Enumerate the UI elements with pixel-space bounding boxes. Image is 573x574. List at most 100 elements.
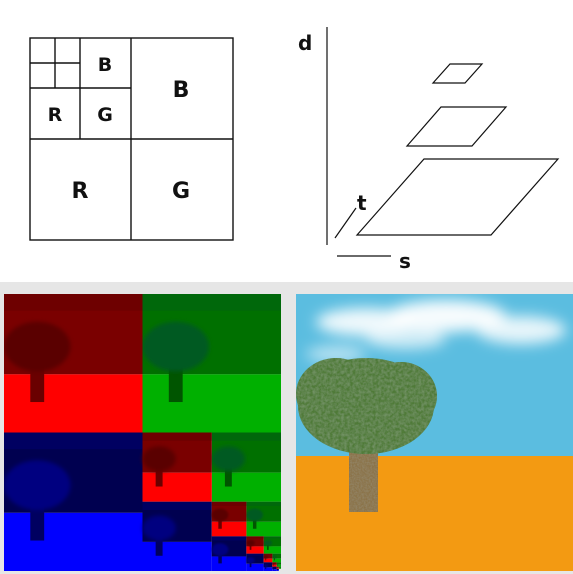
mip-level-5-green xyxy=(276,562,281,567)
mip-level-5-blue-ground xyxy=(272,569,277,571)
mip-level-3-blue-cloud-band xyxy=(246,553,264,556)
mip-level-0-blue-tree xyxy=(4,460,71,511)
ground xyxy=(296,456,573,571)
mip-level-0-red-cloud-band xyxy=(4,294,143,311)
mip-level-4-red-ground xyxy=(263,558,273,563)
mip-level-3-green-ground xyxy=(263,546,281,554)
mip-level-3-green-cloud-band xyxy=(263,536,281,539)
mip-level-4-green-sky xyxy=(272,553,281,559)
mip-level-0-green-cloud-band xyxy=(142,294,281,311)
mip-level-1-green-cloud-band xyxy=(211,432,281,441)
mip-level-0-green-ground xyxy=(142,374,281,433)
mip-level-0-green-trunk xyxy=(168,363,183,403)
mip-level-3-red-ground xyxy=(246,546,264,554)
mip-level-3-blue xyxy=(246,553,264,571)
mip-level-2-green-cloud-band xyxy=(246,501,281,506)
diagram-panel: B R G B R G d s t xyxy=(0,0,573,282)
mip-level-1-red-trunk xyxy=(155,467,163,487)
mip-level-1-red-tree xyxy=(142,446,176,472)
mip-level-5-red-sky xyxy=(272,562,277,565)
diagram-svg: B R G B R G d s t xyxy=(29,27,560,273)
mip-level-0-blue-trunk xyxy=(30,501,45,541)
mip-level-6-green-ground xyxy=(278,567,281,569)
mip-level-3-blue-tree xyxy=(246,557,255,564)
mip-level-2-red-trunk xyxy=(218,519,222,529)
mip-level-6-blue-tree xyxy=(276,569,278,571)
mip-level-4-red-cloud-band xyxy=(263,553,273,555)
mip-level-5-blue-tree xyxy=(272,567,275,570)
mip-level-0-red xyxy=(4,294,143,433)
mip-level-2-red-cloud-band xyxy=(211,501,247,506)
mip-level-4-red-tree xyxy=(263,555,268,559)
mip-level-1-blue-cloud-band xyxy=(142,501,212,511)
mip-level-4-green-tree xyxy=(272,555,277,559)
axis-label-d: d xyxy=(298,31,312,55)
mip-level-1-blue-tree xyxy=(142,515,176,541)
mip-level-6-green-sky xyxy=(278,566,281,568)
mip-level-0-green-tree xyxy=(142,321,209,372)
mip-level-5-green-tree xyxy=(276,563,279,565)
quad-label-g-mid: G xyxy=(97,104,113,126)
mip-level-2-red-tree xyxy=(211,508,229,522)
mip-level-6-red-ground xyxy=(276,567,279,569)
mip-level-6-blue xyxy=(276,568,279,571)
mip-level-5-red-cloud-band xyxy=(272,562,277,563)
mip-pyramid-diagram xyxy=(326,27,560,257)
mip-level-5-blue-cloud-band xyxy=(272,566,277,568)
mip-level-3-red-cloud-band xyxy=(246,536,264,539)
mip-level-2-green-ground xyxy=(246,521,281,537)
mip-level-4-green-cloud-band xyxy=(272,553,281,555)
mip-level-2-red xyxy=(211,501,247,537)
mip-level-2-blue-tree xyxy=(211,543,229,556)
quad-label-b-mid: B xyxy=(98,54,112,76)
mip-level-4-green-trunk xyxy=(273,558,275,561)
mip-level-1-green-tree xyxy=(211,446,245,472)
mip-level-4-green-ground xyxy=(272,558,281,563)
mip-level-2-red-ground xyxy=(211,521,247,537)
mip-level-5-green-cloud-band xyxy=(276,562,281,563)
tree-trunk xyxy=(349,444,378,512)
mip-level-5-blue xyxy=(272,566,277,571)
mip-level-1-green xyxy=(211,432,281,502)
mip-level-2-blue xyxy=(211,536,247,571)
mip-level-0-blue-ground xyxy=(4,512,143,571)
mip-level-3-green-tree xyxy=(263,539,272,547)
quad-label-r-large: R xyxy=(72,179,89,204)
quad-label-g-large: G xyxy=(172,179,190,204)
mip-level-5-red-ground xyxy=(272,564,277,567)
quad-label-b-large: B xyxy=(173,78,190,103)
mip-level-0-blue-cloud-band xyxy=(4,432,143,450)
mip-level-0-red-ground xyxy=(4,374,143,433)
mip-level-1-green-trunk xyxy=(224,467,232,487)
mip-level-1-blue-trunk xyxy=(155,536,163,556)
quad-label-r-mid: R xyxy=(48,104,63,126)
tree-foliage xyxy=(296,358,437,454)
mip-level-3-green xyxy=(263,536,281,554)
mipmap-image xyxy=(4,294,281,571)
mip-level-6-blue-sky xyxy=(276,568,279,571)
mip-level-3-blue-ground xyxy=(246,563,264,571)
mip-level-5-red xyxy=(272,562,277,567)
mip-level-6-red xyxy=(276,566,279,569)
mip-level-1-blue-ground xyxy=(142,541,212,571)
quadtree-diagram xyxy=(29,37,234,241)
mip-level-2-blue-ground xyxy=(211,556,247,571)
mip-level-4-red-trunk xyxy=(265,558,267,561)
mip-level-1-red-ground xyxy=(142,472,212,502)
t-axis-line xyxy=(334,207,357,239)
mip-level-4-blue-trunk xyxy=(265,566,267,570)
mip-level-6-green xyxy=(278,566,281,569)
mip-level-4-blue-tree xyxy=(263,564,268,568)
mip-level-6-green-tree xyxy=(278,567,280,568)
mip-level-6-blue-ground xyxy=(276,570,279,571)
mip-level-5-blue-sky xyxy=(272,566,277,570)
mip-level-4-red-sky xyxy=(263,553,273,559)
axis-label-s: s xyxy=(399,249,411,273)
mip-level-3-red xyxy=(246,536,264,554)
mip-level-1-red xyxy=(142,432,212,502)
mip-level-2-green-tree xyxy=(246,508,263,522)
mip-level-1-blue xyxy=(142,501,212,571)
mip-level-4-red xyxy=(263,553,273,563)
mip-level-2-green-trunk xyxy=(252,519,257,529)
scene-svg xyxy=(296,294,573,571)
